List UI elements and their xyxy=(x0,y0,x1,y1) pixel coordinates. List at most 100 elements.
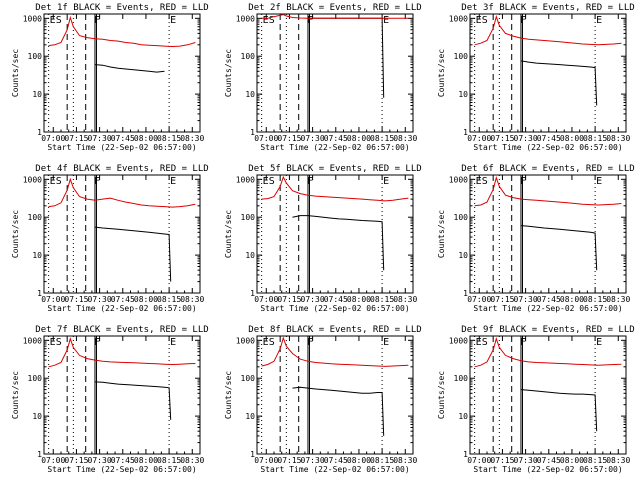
x-tick-label: 08:30 xyxy=(180,134,204,143)
marker-label: E xyxy=(596,15,602,26)
panel-title: Det 2f BLACK = Events, RED = LLD xyxy=(248,3,421,13)
y-tick-label: 1 xyxy=(37,128,42,137)
x-tick-label: 07:30 xyxy=(301,456,325,465)
x-tick-label: 08:15 xyxy=(370,295,394,304)
x-tick-label: 07:30 xyxy=(514,295,538,304)
x-tick-label: 07:30 xyxy=(88,456,112,465)
x-tick-label: 07:45 xyxy=(324,134,348,143)
x-tick-label: 08:15 xyxy=(370,456,394,465)
y-tick-label: 100 xyxy=(241,52,256,61)
x-tick-label: 08:15 xyxy=(370,134,394,143)
x-tick-label: 07:00 xyxy=(41,456,65,465)
panel-title: Det 7f BLACK = Events, RED = LLD xyxy=(35,325,208,335)
x-tick-label: 07:00 xyxy=(467,295,491,304)
x-axis-label: Start Time (22-Sep-02 06:57:00) xyxy=(260,465,409,474)
y-tick-label: 1 xyxy=(463,128,468,137)
plot-frame xyxy=(469,13,627,133)
y-tick-label: 1 xyxy=(463,450,468,459)
x-tick-label: 07:00 xyxy=(254,134,278,143)
x-tick-label: 07:15 xyxy=(277,295,301,304)
events-series-line xyxy=(94,381,172,420)
y-tick-label: 1000 xyxy=(449,175,468,184)
panel-det-1: Det 1f BLACK = Events, RED = LLD 1 10 100 10… xyxy=(11,3,209,152)
x-tick-label: 07:00 xyxy=(467,456,491,465)
plot-frame xyxy=(43,174,201,294)
x-tick-label: 07:45 xyxy=(324,456,348,465)
x-tick-label: 07:15 xyxy=(490,295,514,304)
x-tick-label: 07:15 xyxy=(277,134,301,143)
events-series-line xyxy=(520,60,598,106)
marker-label: S xyxy=(56,337,62,348)
y-tick-label: 100 xyxy=(241,374,256,383)
panel-det-2: Det 2f BLACK = Events, RED = LLD 1 10 100 10… xyxy=(224,3,422,152)
y-axis-label: Counts/sec xyxy=(224,210,233,258)
marker-label: E xyxy=(476,15,482,26)
events-series-line xyxy=(292,215,385,271)
lld-series-line xyxy=(48,177,196,208)
y-tick-label: 1 xyxy=(37,450,42,459)
y-tick-label: 100 xyxy=(454,52,469,61)
x-tick-label: 08:00 xyxy=(134,134,158,143)
events-series-line xyxy=(94,226,172,282)
x-tick-label: 07:30 xyxy=(514,456,538,465)
y-tick-label: 100 xyxy=(28,213,43,222)
y-tick-label: 1 xyxy=(463,289,468,298)
x-tick-label: 08:00 xyxy=(134,295,158,304)
events-series-line xyxy=(520,389,598,432)
x-tick-label: 08:30 xyxy=(393,456,417,465)
panel-title: Det 3f BLACK = Events, RED = LLD xyxy=(461,3,634,13)
x-tick-label: 08:30 xyxy=(180,456,204,465)
y-tick-label: 1 xyxy=(250,128,255,137)
panel-title: Det 5f BLACK = Events, RED = LLD xyxy=(248,164,421,174)
x-tick-label: 07:15 xyxy=(64,456,88,465)
plot-frame xyxy=(256,13,414,133)
marker-label: E xyxy=(170,15,176,26)
x-tick-label: 07:00 xyxy=(467,134,491,143)
x-tick-label: 08:15 xyxy=(157,134,181,143)
x-tick-label: 07:45 xyxy=(537,134,561,143)
x-axis-label: Start Time (22-Sep-02 06:57:00) xyxy=(473,304,622,313)
x-tick-label: 07:15 xyxy=(64,295,88,304)
x-tick-label: 07:00 xyxy=(254,295,278,304)
x-tick-label: 07:30 xyxy=(88,134,112,143)
x-tick-label: 08:15 xyxy=(157,295,181,304)
y-tick-label: 10 xyxy=(32,90,42,99)
x-tick-label: 07:45 xyxy=(111,456,135,465)
y-axis-label: Counts/sec xyxy=(11,371,20,419)
marker-label: E xyxy=(383,176,389,187)
marker-label: E xyxy=(596,176,602,187)
y-tick-label: 10 xyxy=(245,251,255,260)
x-tick-label: 08:00 xyxy=(134,456,158,465)
marker-label: F xyxy=(94,15,100,26)
y-axis-label: Counts/sec xyxy=(224,49,233,97)
x-tick-label: 08:30 xyxy=(606,295,630,304)
y-tick-label: 1000 xyxy=(449,14,468,23)
marker-label: E xyxy=(383,337,389,348)
x-tick-label: 07:45 xyxy=(537,295,561,304)
marker-label: F xyxy=(94,337,100,348)
marker-label: S xyxy=(269,176,275,187)
x-tick-label: 07:30 xyxy=(301,295,325,304)
panel-title: Det 1f BLACK = Events, RED = LLD xyxy=(35,3,208,13)
x-axis-label: Start Time (22-Sep-02 06:57:00) xyxy=(473,143,622,152)
lld-series-line xyxy=(474,175,622,207)
marker-label: E xyxy=(383,15,389,26)
panel-det-4: Det 4f BLACK = Events, RED = LLD 1 10 100 10… xyxy=(11,164,209,313)
y-tick-label: 100 xyxy=(241,213,256,222)
y-tick-label: 1000 xyxy=(236,175,255,184)
x-tick-label: 08:15 xyxy=(583,134,607,143)
panel-title: Det 9f BLACK = Events, RED = LLD xyxy=(461,325,634,335)
lld-series-line xyxy=(474,14,622,46)
x-tick-label: 08:30 xyxy=(606,456,630,465)
marker-label: E xyxy=(50,176,56,187)
lld-series-line xyxy=(474,337,622,368)
marker-label: S xyxy=(482,176,488,187)
marker-label: F xyxy=(520,337,526,348)
lld-series-line xyxy=(261,336,409,367)
x-axis-label: Start Time (22-Sep-02 06:57:00) xyxy=(260,143,409,152)
y-tick-label: 1 xyxy=(37,289,42,298)
marker-label: E xyxy=(170,337,176,348)
y-tick-label: 100 xyxy=(28,52,43,61)
x-tick-label: 08:00 xyxy=(560,134,584,143)
